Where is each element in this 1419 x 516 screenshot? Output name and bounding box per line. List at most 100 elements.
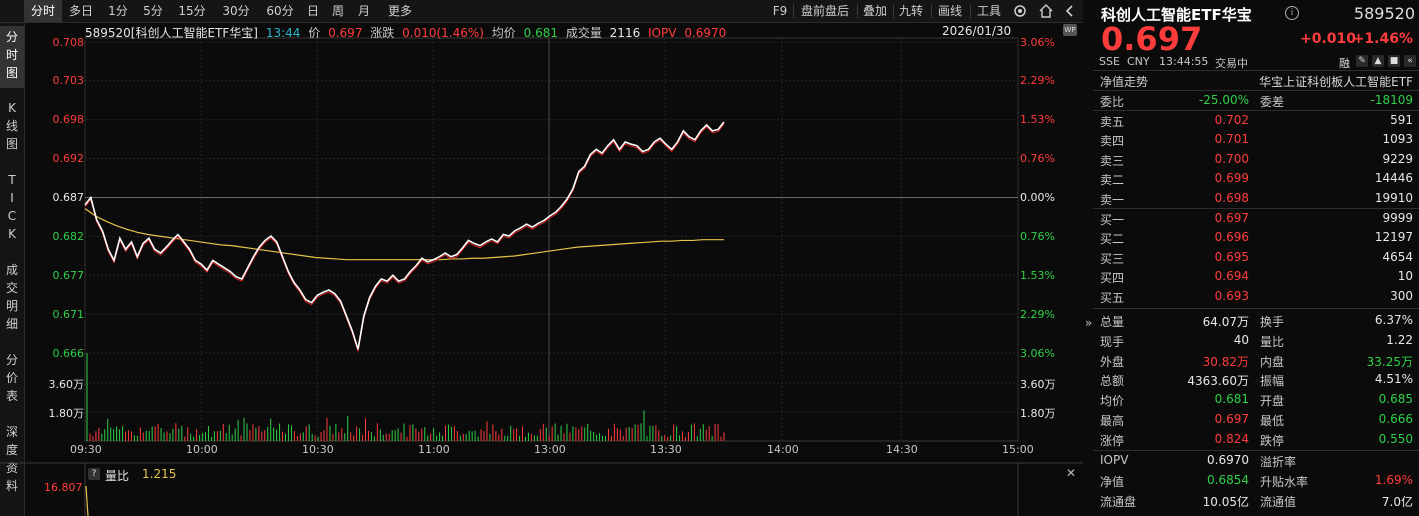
chart-frame: [84, 37, 1019, 442]
bid-volume: 10: [1397, 269, 1413, 284]
avg-value: 0.681: [523, 26, 558, 40]
premarket-button[interactable]: 盘前盘后: [800, 4, 849, 18]
ask-row[interactable]: 卖一 0.698 19910: [1093, 189, 1419, 209]
margin-badge: 融: [1339, 57, 1350, 70]
ask-row[interactable]: 卖三 0.700 9229: [1093, 150, 1419, 170]
view-sidebar: 分时图 K线图 TICK 成交明细 分价表 深度资料: [0, 23, 25, 516]
tab-more[interactable]: 更多: [387, 4, 412, 18]
stat-value: 4.51%: [1374, 372, 1413, 387]
percent-tick: 3.06%: [1020, 347, 1055, 360]
toolbar-divider: [931, 4, 932, 18]
bid-price: 0.697: [1214, 211, 1249, 225]
exchange-label: SSE: [1099, 55, 1120, 68]
close-icon[interactable]: ✕: [1066, 466, 1077, 480]
sidebar-item-label: K线图: [6, 101, 19, 151]
stat-row[interactable]: 现手 40 量比 1.22: [1093, 331, 1419, 351]
stat-label: 溢折率: [1260, 455, 1297, 469]
tab-30min[interactable]: 30分: [222, 4, 250, 18]
tab-5min[interactable]: 5分: [143, 4, 163, 18]
edit-icon[interactable]: ✎: [1356, 55, 1368, 67]
bid-row[interactable]: 买五 0.693 300: [1093, 287, 1419, 307]
ask-volume: 9229: [1382, 151, 1413, 166]
etf-stat-row[interactable]: 流通盘 10.05亿 流通值 7.0亿: [1093, 491, 1419, 511]
divider: [1093, 208, 1419, 209]
stat-value: 30.82万: [1202, 354, 1249, 369]
sidebar-item-label: 分时图: [6, 30, 19, 80]
volume-label: 成交量: [565, 26, 602, 40]
ask-row[interactable]: 卖四 0.701 1093: [1093, 130, 1419, 150]
security-name: 589520[科创人工智能ETF华宝]: [85, 26, 258, 40]
panel-title: 科创人工智能ETF华宝: [1101, 6, 1252, 24]
ask-volume: 1093: [1382, 132, 1413, 147]
etf-stat-row[interactable]: 净值 0.6854 升贴水率 1.69%: [1093, 471, 1419, 491]
stat-label: 现手: [1100, 334, 1125, 349]
price-value: 0.697: [328, 26, 363, 40]
home-icon[interactable]: [1038, 3, 1054, 22]
bid-volume: 300: [1390, 288, 1413, 303]
overlay-button[interactable]: 叠加: [862, 4, 887, 18]
bid-level-label: 买四: [1100, 271, 1125, 286]
jiuzhuan-button[interactable]: 九转: [898, 4, 923, 18]
price-tick: 0.698: [52, 113, 85, 126]
sidebar-item-timeshare[interactable]: 分时图: [0, 26, 24, 88]
stat-value: 0.824: [1214, 431, 1249, 446]
tab-15min[interactable]: 15分: [178, 4, 206, 18]
tab-day[interactable]: 日: [306, 4, 319, 18]
bookmark-icon[interactable]: ■: [1388, 55, 1400, 67]
tab-timeshare[interactable]: 分时: [24, 0, 62, 22]
divider: [1093, 308, 1419, 309]
info-icon[interactable]: i: [1285, 6, 1299, 20]
bid-row[interactable]: 买一 0.697 9999: [1093, 209, 1419, 229]
ask-row[interactable]: 卖五 0.702 591: [1093, 111, 1419, 131]
tab-month[interactable]: 月: [357, 4, 370, 18]
time-tick: 10:30: [302, 443, 334, 456]
chevron-left-icon[interactable]: [1062, 3, 1076, 22]
help-icon[interactable]: ?: [88, 468, 100, 480]
tools-button[interactable]: 工具: [976, 4, 1001, 18]
sidebar-item-depth[interactable]: 深度资料: [0, 423, 24, 499]
toolbar-divider: [793, 4, 794, 18]
draw-button[interactable]: 画线: [937, 4, 962, 18]
wp-icon[interactable]: WP: [1063, 24, 1077, 36]
panel-change: +0.010: [1300, 31, 1357, 47]
sidebar-item-price-table[interactable]: 分价表: [0, 351, 24, 411]
ask-row[interactable]: 卖二 0.699 14446: [1093, 169, 1419, 189]
tab-multiday[interactable]: 多日: [68, 4, 93, 18]
alert-icon[interactable]: ▲: [1372, 55, 1384, 67]
panel-change-pct: +1.46%: [1352, 31, 1413, 47]
stat-row[interactable]: 均价 0.681 开盘 0.685: [1093, 390, 1419, 410]
stat-row[interactable]: 总额 4363.60万 振幅 4.51%: [1093, 370, 1419, 390]
time-tick: 14:00: [767, 443, 799, 456]
bid-volume: 4654: [1382, 249, 1413, 264]
price-tick: 0.666: [52, 347, 85, 360]
tab-1min[interactable]: 1分: [108, 4, 128, 18]
time-tick: 13:00: [534, 443, 566, 456]
change-value: 0.010(1.46%): [402, 26, 484, 40]
sidebar-item-trades[interactable]: 成交明细: [0, 261, 24, 337]
sidebar-item-tick[interactable]: TICK: [0, 171, 24, 247]
stat-label: 总量: [1100, 315, 1125, 329]
tab-week[interactable]: 周: [331, 4, 344, 18]
etf-stat-row[interactable]: IOPV 0.6970 溢折率: [1093, 451, 1419, 471]
panel-code: 589520: [1353, 4, 1415, 23]
timeshare-chart[interactable]: [0, 0, 1083, 516]
bid-row[interactable]: 买三 0.695 4654: [1093, 248, 1419, 268]
stat-row[interactable]: 最高 0.697 最低 0.666: [1093, 410, 1419, 430]
stat-row[interactable]: 涨停 0.824 跌停 0.550: [1093, 430, 1419, 450]
stat-row[interactable]: 外盘 30.82万 内盘 33.25万: [1093, 351, 1419, 371]
ask-price: 0.698: [1214, 190, 1249, 205]
stat-value: 0.550: [1378, 431, 1413, 446]
stat-label: 最低: [1260, 414, 1285, 428]
time-tick: 15:00: [1002, 443, 1034, 456]
bid-row[interactable]: 买四 0.694 10: [1093, 267, 1419, 287]
stat-row[interactable]: 总量 64.07万 换手 6.37%: [1093, 311, 1419, 331]
collapse-icon[interactable]: «: [1404, 55, 1416, 67]
bid-row[interactable]: 买二 0.696 12197: [1093, 228, 1419, 248]
gear-icon[interactable]: [1012, 3, 1028, 22]
nav-row[interactable]: 净值走势 华宝上证科创板人工智能ETF: [1093, 71, 1419, 91]
tab-60min[interactable]: 60分: [266, 4, 294, 18]
expand-panel-icon[interactable]: »: [1085, 316, 1093, 330]
f9-button[interactable]: F9: [772, 4, 788, 18]
percent-tick: 2.29%: [1020, 308, 1055, 321]
sidebar-item-kline[interactable]: K线图: [0, 99, 24, 159]
